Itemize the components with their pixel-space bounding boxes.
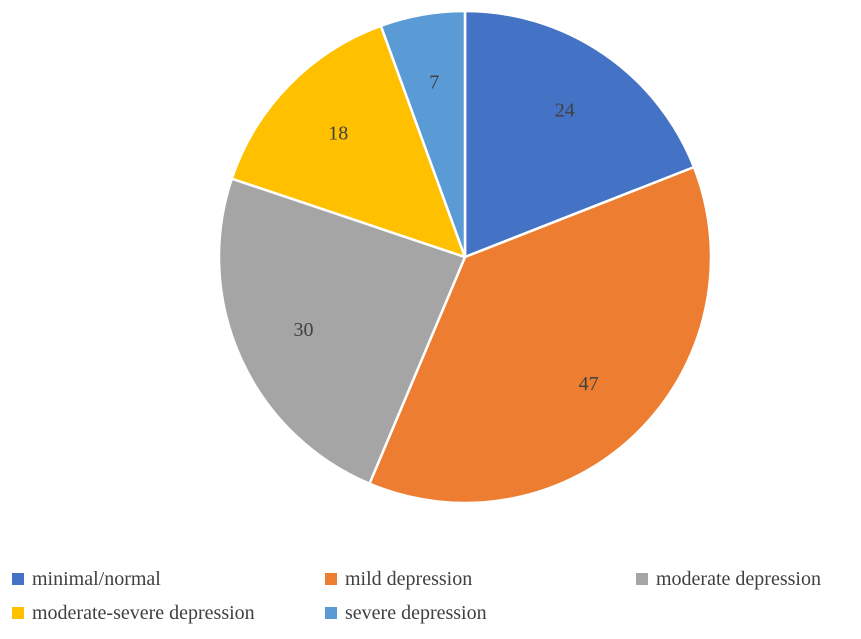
legend-item-minimal-normal: minimal/normal [12, 566, 161, 592]
legend-label-moderate-severe-depression: moderate-severe depression [32, 602, 255, 624]
data-label-severe-depression: 7 [429, 72, 439, 94]
legend-swatch-minimal-normal [12, 573, 24, 585]
legend-label-minimal-normal: minimal/normal [32, 568, 161, 590]
pie-slices [217, 9, 713, 505]
pie-slice-severe-depression [379, 9, 467, 259]
chart-legend: minimal/normal mild depression moderate … [0, 566, 861, 636]
legend-label-moderate-depression: moderate depression [656, 568, 821, 590]
pie-data-labels: 24 47 30 18 7 [294, 72, 599, 395]
data-label-minimal-normal: 24 [555, 100, 575, 122]
pie-chart: 24 47 30 18 7 [217, 9, 713, 505]
legend-swatch-severe-depression [325, 607, 337, 619]
pie-slice-minimal-normal [463, 9, 696, 259]
pie-slice-moderate-depression [217, 177, 467, 485]
legend-swatch-moderate-severe-depression [12, 607, 24, 619]
legend-swatch-mild-depression [325, 573, 337, 585]
legend-item-moderate-severe-depression: moderate-severe depression [12, 600, 255, 626]
legend-item-moderate-depression: moderate depression [636, 566, 821, 592]
legend-item-mild-depression: mild depression [325, 566, 472, 592]
legend-label-severe-depression: severe depression [345, 602, 487, 624]
legend-label-mild-depression: mild depression [345, 568, 473, 590]
data-label-mild-depression: 47 [579, 373, 599, 395]
data-label-moderate-depression: 30 [294, 319, 314, 341]
pie-slice-mild-depression [368, 165, 713, 505]
legend-item-severe-depression: severe depression [325, 600, 487, 626]
data-label-moderate-severe-depression: 18 [328, 122, 348, 144]
legend-swatch-moderate-depression [636, 573, 648, 585]
pie-slice-moderate-severe-depression [230, 24, 467, 259]
